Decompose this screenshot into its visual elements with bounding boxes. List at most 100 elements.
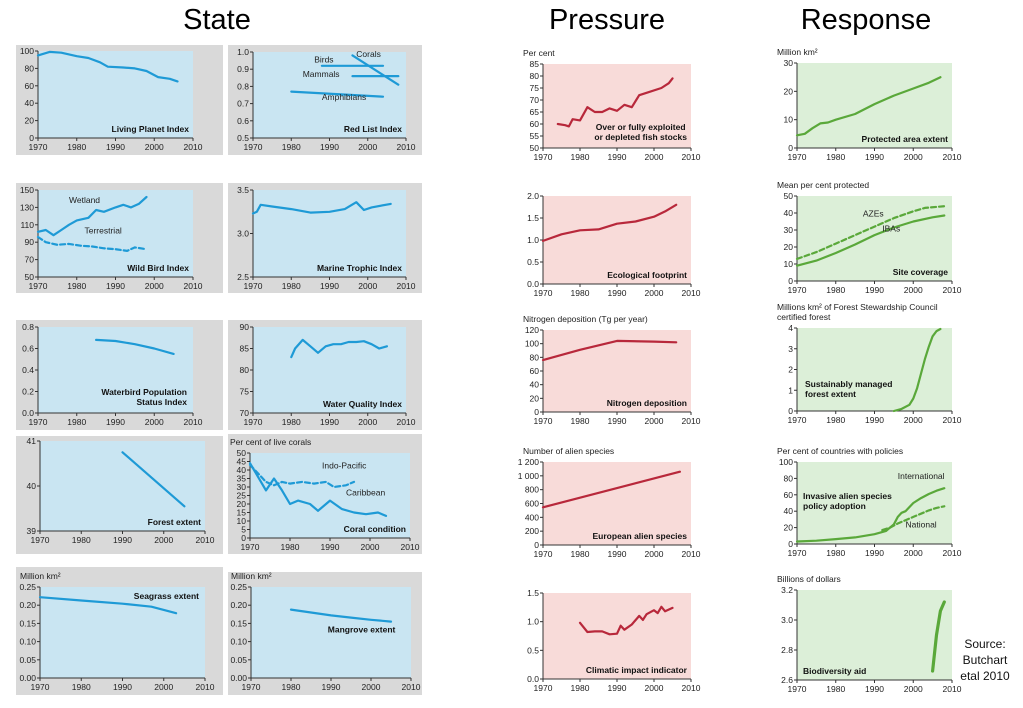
chart-title: Status Index [136, 397, 187, 407]
x-tick-label: 2000 [358, 142, 377, 152]
y-axis-label: Mean per cent protected [777, 180, 869, 190]
chart-waterbird-svg: 0.0 0.2 0.4 0.6 0.8 1970 1980 1990 2000 2010 Water… [22, 322, 203, 427]
y-axis-label: Million km² [231, 571, 272, 581]
chart-nitrogen: 0 20 40 60 80 100 120 1970 1980 1990 2000 2010 Nitro… [523, 314, 701, 426]
plot-area [251, 587, 411, 678]
x-tick-label: 1990 [865, 684, 884, 694]
x-tick-label: 1970 [534, 683, 553, 693]
y-tick-label: 3 [788, 344, 793, 354]
y-axis-label: Per cent of live corals [230, 437, 311, 447]
y-tick-label: 400 [525, 512, 539, 522]
x-tick-label: 2010 [943, 415, 962, 425]
y-tick-label: 0 [788, 143, 793, 153]
y-axis-label: Number of alien species [523, 446, 614, 456]
chart-marine-trophic-svg: 2.5 3.0 3.5 1970 1980 1990 2000 2010 Marine Trop… [237, 185, 416, 291]
x-tick-label: 2010 [184, 142, 203, 152]
y-tick-label: 1 000 [518, 471, 540, 481]
series-line-terrestrial [36, 235, 148, 252]
chart-title: European alien species [593, 531, 688, 541]
y-tick-label: 4 [788, 323, 793, 333]
x-tick-label: 1980 [67, 417, 86, 427]
plot-area [250, 453, 410, 538]
series-label: Mammals [303, 69, 340, 79]
chart-living-planet: 0 20 40 60 80 100 1970 1980 1990 2000 2010 Living P… [20, 46, 203, 152]
x-tick-label: 2000 [904, 152, 923, 162]
y-tick-label: 50 [25, 272, 35, 282]
chart-protected-area: 0 10 20 30 1970 1980 1990 2000 2010 Million km² Pr… [777, 47, 962, 162]
series-line [892, 327, 942, 413]
y-tick-label: 0.05 [19, 655, 36, 665]
chart-title: Seagrass extent [134, 591, 199, 601]
x-tick-label: 2010 [682, 288, 701, 298]
x-tick-label: 1990 [106, 417, 125, 427]
y-tick-label: 50 [237, 448, 247, 458]
x-tick-label: 1990 [322, 682, 341, 692]
chart-alien-policy-svg: 0 20 40 60 80 100 1970 1980 1990 2000 2010 Per cent… [777, 446, 962, 558]
y-tick-label: 80 [784, 473, 794, 483]
chart-title: or depleted fish stocks [594, 132, 687, 142]
y-tick-label: 100 [779, 457, 793, 467]
plot-area [797, 590, 952, 680]
y-tick-label: 85 [530, 59, 540, 69]
series-line-wetland [36, 195, 148, 237]
x-tick-label: 1990 [106, 281, 125, 291]
chart-alien-species: 0 200 400 600 800 1 000 1 200 1970 1980 1990 2000 2… [518, 446, 701, 559]
chart-forest: 39 40 41 1970 1980 1990 2000 2010 Forest extent [27, 436, 215, 545]
y-tick-label: 35 [237, 474, 247, 484]
y-tick-label: 20 [237, 499, 247, 509]
y-tick-label: 0 [788, 276, 793, 286]
source-note: Source: Butchart etal 2010 [953, 636, 1017, 684]
x-tick-label: 1980 [282, 417, 301, 427]
x-tick-label: 1970 [31, 535, 50, 545]
y-tick-label: 45 [237, 457, 247, 467]
chart-title: Waterbird Population [101, 387, 187, 397]
chart-water-quality-svg: 70 75 80 85 90 1970 1980 1990 2000 2010 Water Qual… [240, 322, 416, 427]
x-tick-label: 1990 [320, 417, 339, 427]
y-tick-label: 800 [525, 485, 539, 495]
y-tick-label: 0.15 [19, 618, 36, 628]
chart-title: Climatic impact indicator [586, 665, 688, 675]
chart-fsc-svg: 0 1 2 3 4 1970 1980 1990 2000 2010 Millions km² of… [777, 302, 962, 425]
x-tick-label: 1970 [244, 142, 263, 152]
chart-waterbird: 0.0 0.2 0.4 0.6 0.8 1970 1980 1990 2000 2010 Water… [22, 322, 203, 427]
x-tick-label: 1990 [608, 152, 627, 162]
series-line-ibas [795, 214, 946, 267]
plot-area [38, 190, 193, 277]
y-tick-label: 0 [534, 407, 539, 417]
chart-title: Coral condition [344, 524, 406, 534]
x-tick-label: 1980 [571, 549, 590, 559]
y-tick-label: 0.8 [22, 322, 34, 332]
y-tick-label: 30 [784, 225, 794, 235]
x-tick-label: 1990 [865, 285, 884, 295]
x-tick-label: 1990 [113, 535, 132, 545]
y-tick-label: 10 [784, 115, 794, 125]
x-tick-label: 1970 [534, 152, 553, 162]
y-tick-label: 0.20 [230, 600, 247, 610]
series-line [541, 470, 681, 509]
chart-marine-trophic: 2.5 3.0 3.5 1970 1980 1990 2000 2010 Marine Trop… [237, 185, 416, 291]
x-tick-label: 1990 [320, 281, 339, 291]
series-line-international [795, 487, 946, 543]
chart-title: Forest extent [148, 517, 202, 527]
chart-living-planet-svg: 0 20 40 60 80 100 1970 1980 1990 2000 2010 Living P… [20, 46, 203, 152]
x-tick-label: 2000 [358, 281, 377, 291]
x-tick-label: 1970 [788, 152, 807, 162]
chart-title: Site coverage [893, 267, 949, 277]
x-tick-label: 1990 [608, 549, 627, 559]
y-tick-label: 0.9 [237, 64, 249, 74]
series-line-corals [351, 54, 400, 86]
y-tick-label: 0.8 [237, 81, 249, 91]
y-tick-label: 50 [784, 191, 794, 201]
y-tick-label: 20 [784, 242, 794, 252]
chart-title: Protected area extent [862, 134, 949, 144]
y-tick-label: 100 [20, 46, 34, 56]
chart-fish-stocks-svg: 50 55 60 65 70 75 80 85 1970 1980 1990 2000 2010 Per … [523, 48, 701, 162]
chart-mangrove-svg: 0.00 0.05 0.10 0.15 0.20 0.25 1970 1980 1990 2000… [230, 571, 420, 692]
y-tick-label: 10 [237, 516, 247, 526]
y-tick-label: 40 [784, 208, 794, 218]
x-tick-label: 1970 [29, 417, 48, 427]
chart-eco-footprint: 0.0 0.5 1.0 1.5 2.0 1970 1980 1990 2000 2010 Ecolo… [527, 191, 701, 298]
series-line-azes [795, 205, 946, 260]
x-tick-label: 1990 [608, 288, 627, 298]
chart-title: forest extent [805, 389, 856, 399]
